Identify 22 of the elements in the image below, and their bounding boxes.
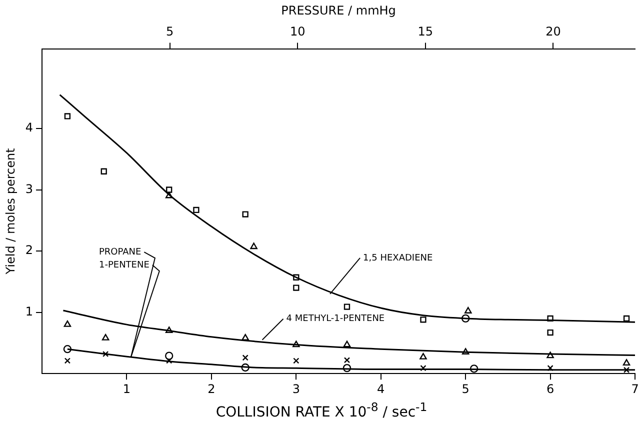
- x-tick-label: 4: [377, 382, 385, 396]
- y-tick-label: 1: [25, 304, 34, 318]
- annotation: 1,5 HEXADIENE: [363, 253, 433, 264]
- x-tick-label: 1: [122, 382, 131, 396]
- y-axis-title: Yield / moles percent: [3, 148, 18, 276]
- x2-tick-label: 20: [546, 24, 561, 39]
- x-tick-label: 2: [208, 382, 216, 396]
- x-tick-label: 7: [631, 382, 639, 396]
- x2-tick-label: 15: [418, 24, 434, 39]
- annotation: 1-PENTENE: [98, 260, 150, 270]
- x-tick-label: 3: [292, 382, 300, 396]
- x2-tick-label: 10: [290, 24, 306, 39]
- annotation: PROPANE: [98, 247, 142, 258]
- y-tick-label: 3: [25, 182, 34, 196]
- annotation: 4 METHYL-1-PENTENE: [286, 314, 385, 324]
- x-axis-title: COLLISION RATE X 10$^{-8}$ / sec$^{-1}$: [214, 400, 428, 421]
- x-tick-label: 5: [462, 382, 470, 396]
- x-tick-label: 6: [546, 382, 554, 396]
- x2-tick-label: 5: [166, 24, 174, 39]
- y-tick-label: 2: [25, 243, 34, 258]
- x2-axis-title: PRESSURE / mmHg: [281, 3, 396, 18]
- y-tick-label: 4: [25, 120, 34, 135]
